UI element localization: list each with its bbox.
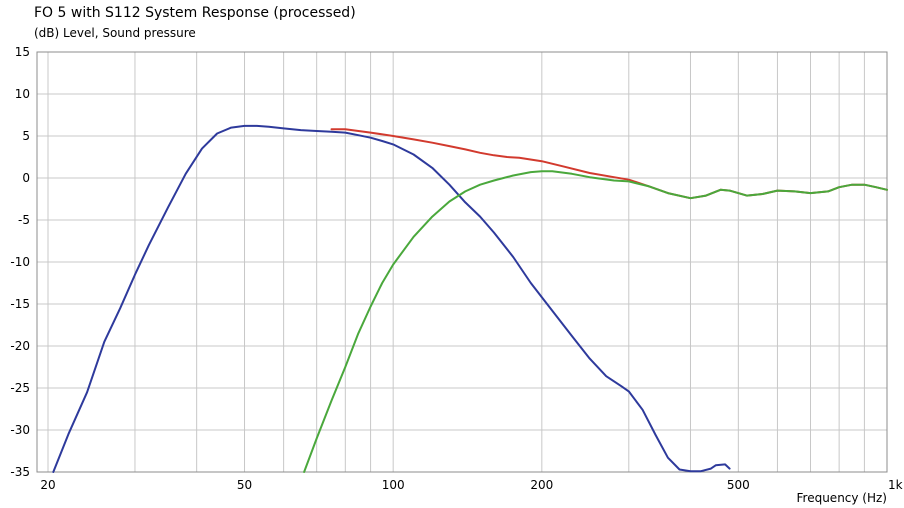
plot-frame — [36, 51, 888, 473]
x-tick-label: 20 — [40, 478, 55, 492]
y-tick-label: -20 — [10, 339, 30, 353]
y-tick-label: 10 — [15, 87, 30, 101]
y-tick-label: 5 — [22, 129, 30, 143]
series-line-green — [303, 170, 888, 473]
series-line-blue — [52, 124, 731, 473]
x-tick-label: 50 — [237, 478, 252, 492]
y-tick-label: -15 — [10, 297, 30, 311]
y-tick-label: -25 — [10, 381, 30, 395]
y-tick-label: -5 — [18, 213, 30, 227]
series-layer — [52, 124, 888, 473]
y-tick-label: 0 — [22, 171, 30, 185]
series-line-red — [330, 128, 888, 200]
y-tick-label: 15 — [15, 45, 30, 59]
x-tick-label: 500 — [727, 478, 750, 492]
chart-title: FO 5 with S112 System Response (processe… — [34, 5, 356, 21]
y-tick-label: -10 — [10, 255, 30, 269]
grid-layer — [37, 52, 887, 472]
x-tick-label: 1k — [888, 478, 903, 492]
y-tick-label: -30 — [10, 423, 30, 437]
x-axis-label: Frequency (Hz) — [797, 491, 888, 505]
x-tick-label: 100 — [382, 478, 405, 492]
y-axis-label: (dB) Level, Sound pressure — [34, 26, 196, 40]
x-tick-label: 200 — [530, 478, 553, 492]
y-tick-label: -35 — [10, 465, 30, 479]
